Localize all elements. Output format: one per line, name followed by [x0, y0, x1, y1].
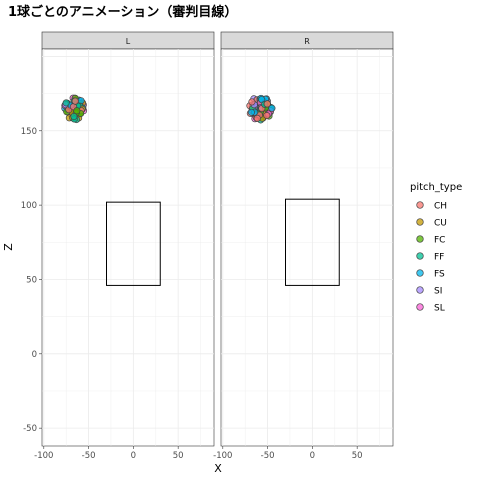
legend-key — [416, 269, 424, 277]
x-tick-label: -50 — [261, 451, 275, 461]
x-tick-label: 50 — [173, 451, 184, 461]
legend-label: SI — [434, 287, 442, 297]
legend-key — [416, 252, 424, 260]
pitch-point — [70, 112, 78, 121]
pitch-points-R — [246, 94, 276, 124]
x-tick-label: -50 — [82, 451, 96, 461]
facet-label-R: R — [304, 37, 310, 46]
legend-items: CH CU FC FF FS SI SL — [416, 201, 447, 314]
x-tick-label: -100 — [34, 451, 53, 461]
pitch-point — [253, 114, 261, 122]
facet-label-L: L — [126, 37, 131, 46]
legend-label: CU — [434, 219, 447, 229]
legend-label: FC — [434, 236, 445, 246]
legend-key — [416, 235, 424, 243]
y-axis-label: Z — [2, 243, 15, 251]
pitch-point — [73, 107, 81, 115]
x-axis-label: X — [214, 462, 222, 475]
x-tick-label: 50 — [352, 451, 363, 461]
pitch-point — [263, 111, 271, 120]
legend: pitch_type CH CU FC FF FS SI SL — [410, 182, 462, 314]
facet-panel-R: R — [220, 31, 394, 447]
legend-label: SL — [434, 304, 445, 314]
x-tick-label: 0 — [131, 451, 136, 461]
pitch-point — [247, 108, 255, 116]
y-tick-label: -50 — [23, 424, 37, 434]
axes: -100 -50 0 50 -100 -50 0 50 -50 0 50 100 150 — [21, 127, 363, 461]
chart-title: 1球ごとのアニメーション（審判目線） — [8, 4, 237, 20]
panel-border-R — [220, 48, 394, 447]
legend-label: FS — [434, 270, 445, 280]
legend-label: FF — [434, 253, 444, 263]
pitch-point — [71, 97, 79, 105]
y-tick-label: 100 — [21, 201, 37, 211]
pitch-point — [62, 99, 70, 107]
strike-zone-rect — [285, 198, 340, 286]
legend-title: pitch_type — [410, 182, 462, 193]
y-tick-label: 50 — [26, 275, 37, 285]
legend-key — [416, 218, 424, 226]
legend-key — [416, 286, 424, 294]
y-tick-label: 0 — [32, 350, 37, 360]
strike-zone-rect — [106, 201, 161, 286]
y-tick-label: 150 — [21, 127, 37, 137]
x-tick-label: -100 — [213, 451, 232, 461]
pitch-point — [263, 100, 271, 108]
pitch-point — [248, 98, 256, 106]
pitch-points-L — [61, 94, 88, 124]
legend-label: CH — [434, 202, 447, 212]
x-tick-label: 0 — [310, 451, 315, 461]
gridlines-L — [42, 49, 214, 446]
legend-key — [416, 303, 424, 311]
facet-panel-L: L — [41, 31, 215, 447]
legend-key — [416, 201, 424, 209]
strike-zone-R — [285, 198, 340, 286]
strike-zone-L — [106, 201, 161, 286]
